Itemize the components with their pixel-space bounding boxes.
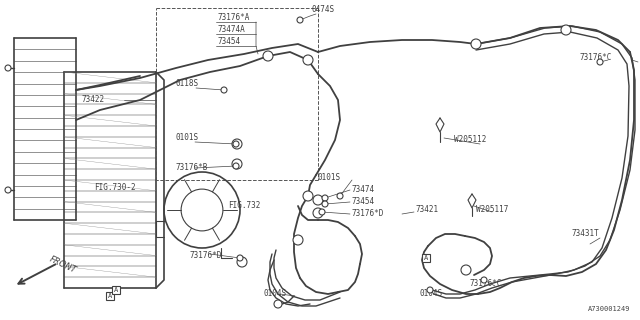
Text: FIG.732: FIG.732 [228,202,260,211]
Text: 73454: 73454 [352,197,375,206]
Text: 73431T: 73431T [572,229,600,238]
Text: 0104S: 0104S [420,290,443,299]
Circle shape [263,51,273,61]
Circle shape [481,277,487,283]
Text: A730001249: A730001249 [588,306,630,312]
Circle shape [337,193,343,199]
Circle shape [471,39,481,49]
Circle shape [5,187,11,193]
Circle shape [461,265,471,275]
Text: 0101S: 0101S [176,133,199,142]
Text: 73176*D: 73176*D [190,252,222,260]
Circle shape [319,209,325,215]
Text: 0104S: 0104S [264,290,287,299]
Text: 0118S: 0118S [176,79,199,89]
Text: 73176*C: 73176*C [580,53,612,62]
Circle shape [237,257,247,267]
Circle shape [274,300,282,308]
Text: 73474A: 73474A [218,26,246,35]
Text: 73176*D: 73176*D [352,210,385,219]
Text: FIG.730-2: FIG.730-2 [94,183,136,193]
Circle shape [232,139,242,149]
Circle shape [313,208,323,218]
Text: A: A [114,287,118,293]
Text: 73421: 73421 [416,205,439,214]
Text: A: A [108,293,112,299]
Circle shape [597,59,603,65]
Circle shape [322,201,328,207]
Text: W205112: W205112 [454,135,486,145]
Circle shape [5,65,11,71]
Circle shape [221,87,227,93]
Circle shape [427,287,433,293]
Text: 0101S: 0101S [318,173,341,182]
Circle shape [303,55,313,65]
Circle shape [313,195,323,205]
Text: A: A [424,255,428,261]
Text: 0474S: 0474S [312,5,335,14]
Circle shape [322,195,328,201]
Text: 73176*C: 73176*C [470,279,502,289]
Circle shape [297,17,303,23]
Circle shape [293,235,303,245]
Text: 73176*A: 73176*A [218,13,250,22]
Circle shape [237,255,243,261]
Circle shape [561,25,571,35]
Circle shape [303,191,313,201]
Text: W205117: W205117 [476,205,508,214]
Circle shape [232,159,242,169]
Circle shape [233,163,239,169]
Text: 73176*B: 73176*B [176,164,209,172]
Text: 73474: 73474 [352,186,375,195]
Text: 73422: 73422 [82,95,105,105]
Text: 73454: 73454 [218,37,241,46]
Text: FRONT: FRONT [48,255,78,275]
Circle shape [233,141,239,147]
